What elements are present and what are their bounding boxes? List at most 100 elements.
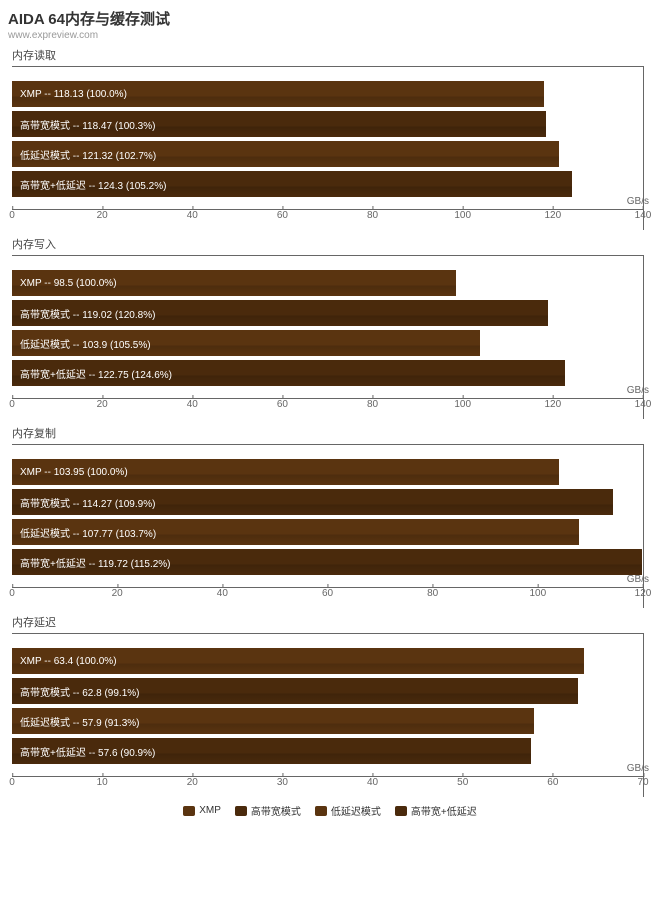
chart: XMP -- 103.95 (100.0%) 高带宽模式 -- 114.27 (1… — [12, 444, 644, 608]
legend-item: 低延迟模式 — [315, 803, 381, 818]
axis-tick: 120 — [545, 210, 562, 221]
legend-label: 高带宽+低延迟 — [411, 803, 477, 818]
bar-label: 低延迟模式 -- 103.9 (105.5%) — [20, 336, 151, 351]
axis-tick: 20 — [97, 210, 108, 221]
bar: 低延迟模式 -- 103.9 (105.5%) — [12, 330, 480, 356]
axis-tick: 100 — [454, 399, 471, 410]
legend-item: XMP — [183, 803, 221, 818]
bars-area: XMP -- 98.5 (100.0%) 高带宽模式 -- 119.02 (120… — [12, 256, 643, 399]
bar-label: XMP -- 63.4 (100.0%) — [20, 656, 117, 667]
legend-label: 低延迟模式 — [331, 803, 381, 818]
axis-tick: 50 — [457, 777, 468, 788]
bar: 低延迟模式 -- 57.9 (91.3%) — [12, 708, 534, 734]
bar: 低延迟模式 -- 121.32 (102.7%) — [12, 141, 559, 167]
axis-tick: 60 — [547, 777, 558, 788]
bar-label: 高带宽+低延迟 -- 124.3 (105.2%) — [20, 177, 166, 192]
bar: 高带宽+低延迟 -- 57.6 (90.9%) — [12, 738, 531, 764]
legend-item: 高带宽模式 — [235, 803, 301, 818]
bar-row: 高带宽+低延迟 -- 57.6 (90.9%) — [12, 738, 643, 764]
legend-swatch — [395, 806, 407, 816]
bar: 高带宽模式 -- 118.47 (100.3%) — [12, 111, 546, 137]
legend-swatch — [183, 806, 195, 816]
axis-tick: 0 — [9, 210, 15, 221]
axis-tick: 20 — [97, 399, 108, 410]
axis-unit: GB/s — [627, 385, 649, 396]
axis-tick: 80 — [367, 399, 378, 410]
axis-tick: 40 — [367, 777, 378, 788]
bar-label: 高带宽+低延迟 -- 122.75 (124.6%) — [20, 366, 172, 381]
panel-title: 内存写入 — [12, 236, 652, 252]
axis-tick: 0 — [9, 777, 15, 788]
axis-tick: 10 — [97, 777, 108, 788]
bar: XMP -- 118.13 (100.0%) — [12, 81, 544, 107]
bars-area: XMP -- 118.13 (100.0%) 高带宽模式 -- 118.47 (1… — [12, 67, 643, 210]
chart: XMP -- 63.4 (100.0%) 高带宽模式 -- 62.8 (99.1%… — [12, 633, 644, 797]
bar-row: 高带宽+低延迟 -- 124.3 (105.2%) — [12, 171, 643, 197]
bar-label: XMP -- 118.13 (100.0%) — [20, 89, 127, 100]
legend-label: XMP — [199, 805, 221, 816]
bar: 高带宽模式 -- 114.27 (109.9%) — [12, 489, 613, 515]
panel-title: 内存读取 — [12, 47, 652, 63]
legend-item: 高带宽+低延迟 — [395, 803, 477, 818]
bar-label: 高带宽模式 -- 119.02 (120.8%) — [20, 306, 155, 321]
charts-container: 内存读取 XMP -- 118.13 (100.0%) 高带宽模式 -- 118.4… — [8, 47, 652, 797]
bar-row: 低延迟模式 -- 121.32 (102.7%) — [12, 141, 643, 167]
bar-row: 低延迟模式 -- 103.9 (105.5%) — [12, 330, 643, 356]
axis-tick: 20 — [187, 777, 198, 788]
x-axis: GB/s020406080100120140 — [12, 399, 643, 419]
axis-tick: 80 — [427, 588, 438, 599]
axis-tick: 20 — [112, 588, 123, 599]
bar-row: 高带宽+低延迟 -- 122.75 (124.6%) — [12, 360, 643, 386]
bar: 高带宽模式 -- 62.8 (99.1%) — [12, 678, 578, 704]
bars-area: XMP -- 103.95 (100.0%) 高带宽模式 -- 114.27 (1… — [12, 445, 643, 588]
bar-label: 低延迟模式 -- 121.32 (102.7%) — [20, 147, 156, 162]
axis-tick: 40 — [187, 210, 198, 221]
axis-tick: 60 — [322, 588, 333, 599]
bar: 高带宽+低延迟 -- 119.72 (115.2%) — [12, 549, 642, 575]
legend-label: 高带宽模式 — [251, 803, 301, 818]
chart: XMP -- 118.13 (100.0%) 高带宽模式 -- 118.47 (1… — [12, 66, 644, 230]
panel-title: 内存复制 — [12, 425, 652, 441]
bar-row: 高带宽+低延迟 -- 119.72 (115.2%) — [12, 549, 643, 575]
axis-tick: 40 — [187, 399, 198, 410]
bar-row: 低延迟模式 -- 107.77 (103.7%) — [12, 519, 643, 545]
bar-row: 高带宽模式 -- 119.02 (120.8%) — [12, 300, 643, 326]
legend-swatch — [315, 806, 327, 816]
axis-unit: GB/s — [627, 196, 649, 207]
axis-tick: 30 — [277, 777, 288, 788]
bar-row: 高带宽模式 -- 114.27 (109.9%) — [12, 489, 643, 515]
axis-tick: 60 — [277, 210, 288, 221]
axis-tick: 120 — [545, 399, 562, 410]
bar-row: 高带宽模式 -- 62.8 (99.1%) — [12, 678, 643, 704]
legend: XMP 高带宽模式 低延迟模式 高带宽+低延迟 — [8, 803, 652, 818]
bar-row: 高带宽模式 -- 118.47 (100.3%) — [12, 111, 643, 137]
bar: 高带宽+低延迟 -- 124.3 (105.2%) — [12, 171, 572, 197]
page-subtitle: www.expreview.com — [8, 30, 652, 41]
bar-label: 高带宽+低延迟 -- 57.6 (90.9%) — [20, 744, 155, 759]
bar: XMP -- 98.5 (100.0%) — [12, 270, 456, 296]
bar-label: XMP -- 98.5 (100.0%) — [20, 278, 117, 289]
bar: XMP -- 63.4 (100.0%) — [12, 648, 584, 674]
x-axis: GB/s020406080100120 — [12, 588, 643, 608]
bars-area: XMP -- 63.4 (100.0%) 高带宽模式 -- 62.8 (99.1%… — [12, 634, 643, 777]
bar-label: 低延迟模式 -- 57.9 (91.3%) — [20, 714, 139, 729]
bar-label: 高带宽模式 -- 62.8 (99.1%) — [20, 684, 139, 699]
bar-row: XMP -- 118.13 (100.0%) — [12, 81, 643, 107]
chart: XMP -- 98.5 (100.0%) 高带宽模式 -- 119.02 (120… — [12, 255, 644, 419]
bar: 高带宽模式 -- 119.02 (120.8%) — [12, 300, 548, 326]
bar-row: XMP -- 103.95 (100.0%) — [12, 459, 643, 485]
legend-swatch — [235, 806, 247, 816]
axis-tick: 60 — [277, 399, 288, 410]
axis-tick: 40 — [217, 588, 228, 599]
bar-row: XMP -- 63.4 (100.0%) — [12, 648, 643, 674]
bar-row: 低延迟模式 -- 57.9 (91.3%) — [12, 708, 643, 734]
panel-title: 内存延迟 — [12, 614, 652, 630]
x-axis: GB/s020406080100120140 — [12, 210, 643, 230]
axis-tick: 70 — [637, 777, 648, 788]
bar: 低延迟模式 -- 107.77 (103.7%) — [12, 519, 579, 545]
axis-tick: 80 — [367, 210, 378, 221]
axis-unit: GB/s — [627, 763, 649, 774]
bar-label: 高带宽+低延迟 -- 119.72 (115.2%) — [20, 555, 171, 570]
bar: 高带宽+低延迟 -- 122.75 (124.6%) — [12, 360, 565, 386]
axis-tick: 120 — [635, 588, 652, 599]
